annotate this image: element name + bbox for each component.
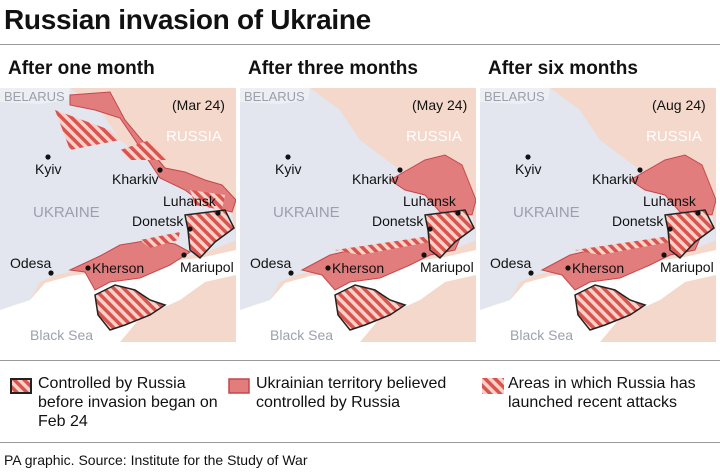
luhansk-dot bbox=[215, 210, 221, 216]
mariupol-dot bbox=[421, 252, 427, 258]
mariupol-dot bbox=[181, 252, 187, 258]
kherson-label: Kherson bbox=[332, 260, 384, 276]
pre-invasion-crimea bbox=[94, 284, 167, 331]
ukraine-label: UKRAINE bbox=[33, 204, 100, 221]
attack-area bbox=[120, 140, 170, 160]
odesa-dot bbox=[48, 270, 54, 276]
russia-label: RUSSIA bbox=[406, 128, 462, 145]
mariupol-dot bbox=[661, 252, 667, 258]
donetsk-label: Donetsk bbox=[612, 213, 664, 229]
mariupol-label: Mariupol bbox=[660, 259, 714, 275]
pre-invasion-crimea bbox=[334, 284, 407, 331]
kyiv-dot bbox=[45, 154, 51, 160]
belarus-territory bbox=[240, 88, 310, 104]
page-title: Russian invasion of Ukraine bbox=[4, 4, 371, 35]
belarus-territory bbox=[0, 88, 70, 104]
odesa-dot bbox=[528, 270, 534, 276]
date-label: (Aug 24) bbox=[652, 97, 706, 113]
kharkiv-label: Kharkiv bbox=[112, 171, 159, 187]
odesa-label: Odesa bbox=[490, 255, 531, 271]
kherson-dot bbox=[565, 265, 571, 271]
belarus-label: BELARUS bbox=[484, 89, 545, 104]
legend-label-controlled: Ukrainian territory believed controlled … bbox=[256, 375, 447, 411]
map-panel: BELARUS RUSSIA UKRAINE Black Sea (Mar 24) Kyi… bbox=[0, 88, 236, 342]
attack-area bbox=[335, 232, 445, 255]
belarus-label: BELARUS bbox=[244, 89, 305, 104]
legend-swatch-controlled bbox=[228, 378, 250, 394]
odesa-label: Odesa bbox=[250, 255, 291, 271]
belarus-label: BELARUS bbox=[4, 89, 65, 104]
russia-label: RUSSIA bbox=[646, 128, 702, 145]
kherson-label: Kherson bbox=[572, 260, 624, 276]
black-sea-label: Black Sea bbox=[270, 327, 333, 342]
map-panel: BELARUS RUSSIA UKRAINE Black Sea (Aug 24) Kyi… bbox=[480, 88, 716, 342]
date-label: (Mar 24) bbox=[172, 97, 225, 113]
kherson-dot bbox=[85, 265, 91, 271]
kherson-label: Kherson bbox=[92, 260, 144, 276]
panel-heading: After one month bbox=[8, 58, 155, 79]
russia-label: RUSSIA bbox=[166, 128, 222, 145]
black-sea-label: Black Sea bbox=[510, 327, 573, 342]
kyiv-dot bbox=[525, 154, 531, 160]
divider bbox=[0, 442, 720, 443]
kharkiv-label: Kharkiv bbox=[592, 171, 639, 187]
black-sea-label: Black Sea bbox=[30, 327, 93, 342]
attack-area bbox=[190, 190, 225, 210]
kherson-dot bbox=[325, 265, 331, 271]
donetsk-dot bbox=[427, 226, 433, 232]
source-footer: PA graphic. Source: Institute for the St… bbox=[4, 452, 308, 468]
divider bbox=[0, 44, 720, 45]
divider bbox=[0, 360, 720, 361]
luhansk-label: Luhansk bbox=[643, 193, 697, 209]
pre-invasion-donbas bbox=[664, 209, 715, 260]
legend-swatch-pre-invasion bbox=[10, 378, 32, 394]
attack-area bbox=[55, 110, 120, 150]
pre-invasion-donbas bbox=[184, 209, 235, 260]
occupied-east-region bbox=[629, 154, 716, 216]
attack-area bbox=[140, 232, 180, 248]
panel-heading: After three months bbox=[248, 58, 418, 79]
legend-label-attacks: Areas in which Russia has launched recen… bbox=[508, 375, 696, 411]
kharkiv-label: Kharkiv bbox=[352, 171, 399, 187]
belarus-territory bbox=[480, 88, 550, 104]
kyiv-label: Kyiv bbox=[35, 161, 61, 177]
kharkiv-dot bbox=[397, 167, 403, 173]
legend-label-pre-invasion: Controlled by Russia before invasion beg… bbox=[38, 375, 218, 430]
mariupol-label: Mariupol bbox=[180, 259, 234, 275]
kharkiv-dot bbox=[157, 167, 163, 173]
luhansk-label: Luhansk bbox=[163, 193, 217, 209]
mariupol-label: Mariupol bbox=[420, 259, 474, 275]
occupied-east-region bbox=[389, 154, 476, 216]
ukraine-label: UKRAINE bbox=[513, 204, 580, 221]
kyiv-label: Kyiv bbox=[515, 161, 541, 177]
map-panel: BELARUS RUSSIA UKRAINE Black Sea (May 24) Kyi… bbox=[240, 88, 476, 342]
donetsk-label: Donetsk bbox=[372, 213, 424, 229]
occupied-south-region bbox=[68, 239, 191, 291]
donetsk-dot bbox=[187, 226, 193, 232]
pre-invasion-donbas bbox=[424, 209, 475, 260]
legend-swatch-attacks bbox=[482, 378, 504, 394]
date-label: (May 24) bbox=[412, 97, 467, 113]
luhansk-dot bbox=[695, 210, 701, 216]
kharkiv-dot bbox=[637, 167, 643, 173]
odesa-label: Odesa bbox=[10, 255, 51, 271]
panel-heading: After six months bbox=[488, 58, 638, 79]
pre-invasion-crimea bbox=[574, 284, 647, 331]
kyiv-dot bbox=[285, 154, 291, 160]
luhansk-label: Luhansk bbox=[403, 193, 457, 209]
kyiv-label: Kyiv bbox=[275, 161, 301, 177]
odesa-dot bbox=[288, 270, 294, 276]
donetsk-dot bbox=[667, 226, 673, 232]
ukraine-label: UKRAINE bbox=[273, 204, 340, 221]
luhansk-dot bbox=[455, 210, 461, 216]
donetsk-label: Donetsk bbox=[132, 213, 184, 229]
attack-area bbox=[575, 232, 685, 255]
